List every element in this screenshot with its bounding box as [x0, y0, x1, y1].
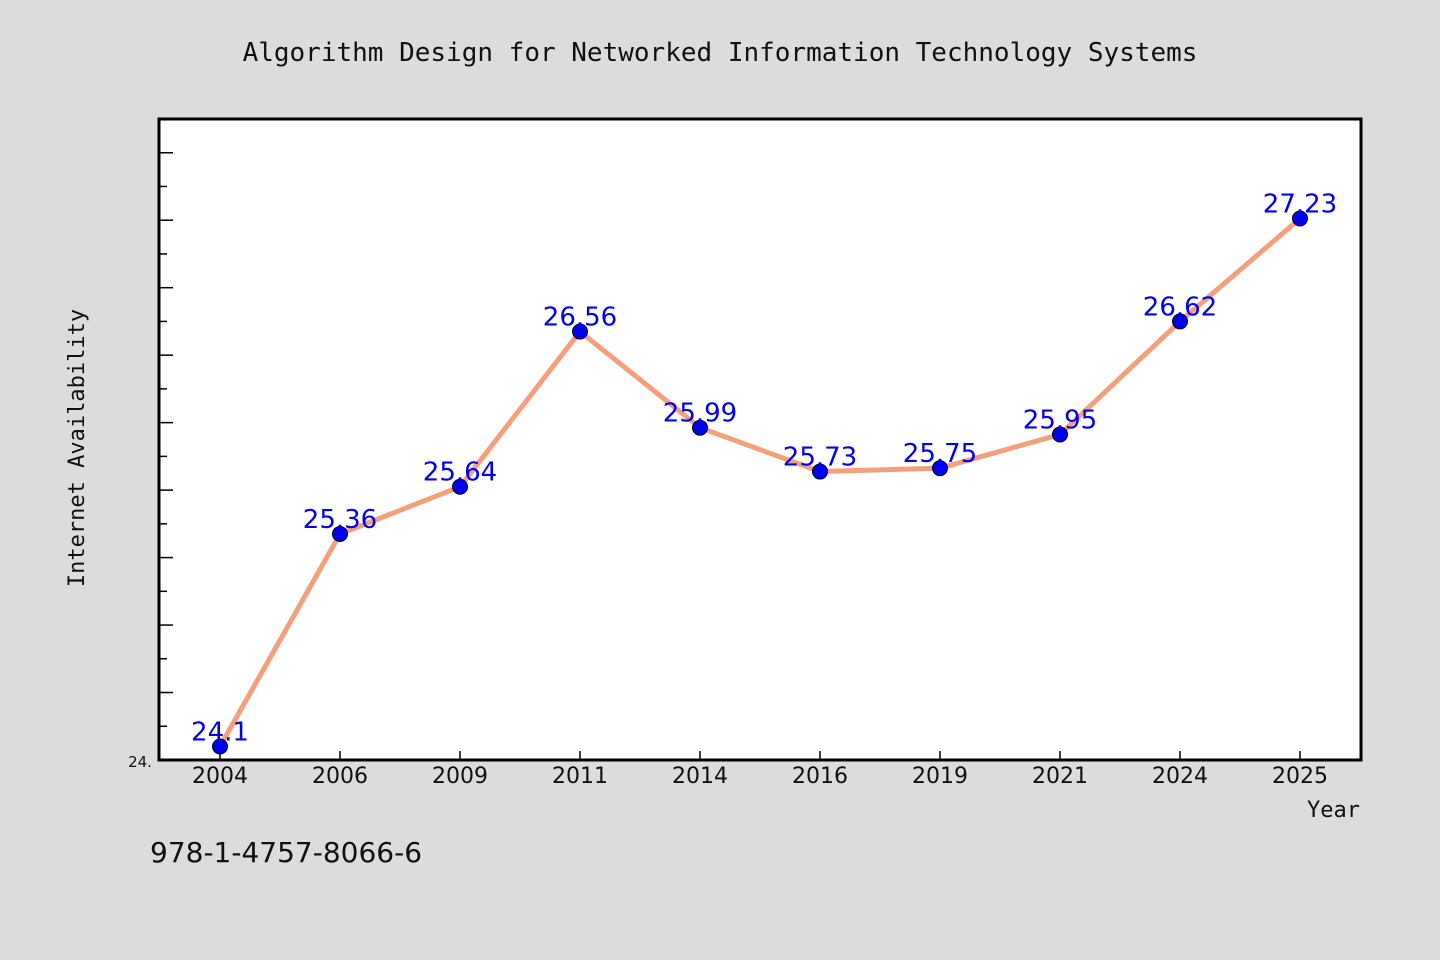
plot-area [157, 117, 1363, 762]
x-tick-label: 2021 [1032, 764, 1088, 789]
data-point [932, 460, 948, 477]
data-point [212, 738, 228, 755]
data-markers [212, 210, 1308, 755]
y-axis-ticks [159, 151, 173, 728]
data-label: 25.73 [783, 443, 857, 473]
data-label: 25.64 [423, 458, 497, 488]
y-axis-label: Internet Availability [65, 309, 90, 587]
isbn-text: 978-1-4757-8066-6 [150, 836, 422, 869]
data-point [692, 419, 708, 436]
data-point [1052, 426, 1068, 443]
x-tick-label: 2025 [1272, 764, 1328, 789]
x-tick-label: 2019 [912, 764, 968, 789]
x-tick-label: 2024 [1152, 764, 1208, 789]
data-point [1292, 210, 1308, 227]
x-tick-label: 2009 [432, 764, 488, 789]
data-labels: 24.1 25.36 25.64 26.56 25.99 25.73 25.75 25.95 2… [191, 190, 1337, 748]
data-point [572, 323, 588, 340]
x-axis-tick-labels: 2004 2006 2009 2011 2014 2016 2019 2021 2024 2025 [192, 764, 1328, 789]
data-point [332, 525, 348, 542]
data-label: 25.99 [663, 399, 737, 429]
x-axis-label: Year [1307, 798, 1360, 823]
x-tick-label: 2014 [672, 764, 728, 789]
series-line [217, 216, 1303, 750]
x-tick-label: 2006 [312, 764, 368, 789]
data-label: 25.75 [903, 439, 977, 469]
data-label: 25.36 [303, 505, 377, 535]
data-point [1172, 313, 1188, 330]
x-tick-label: 2016 [792, 764, 848, 789]
x-tick-label: 2011 [552, 764, 608, 789]
data-label: 26.62 [1143, 292, 1217, 322]
data-label: 25.95 [1023, 405, 1097, 435]
data-point [812, 463, 828, 480]
chart-title: Algorithm Design for Networked Informati… [243, 38, 1198, 68]
data-label: 26.56 [543, 303, 617, 333]
y-axis-min-label: 24. [128, 753, 152, 771]
data-point [452, 478, 468, 495]
x-tick-label: 2004 [192, 764, 248, 789]
data-label: 27.23 [1263, 190, 1337, 220]
data-label: 24.1 [191, 718, 249, 748]
